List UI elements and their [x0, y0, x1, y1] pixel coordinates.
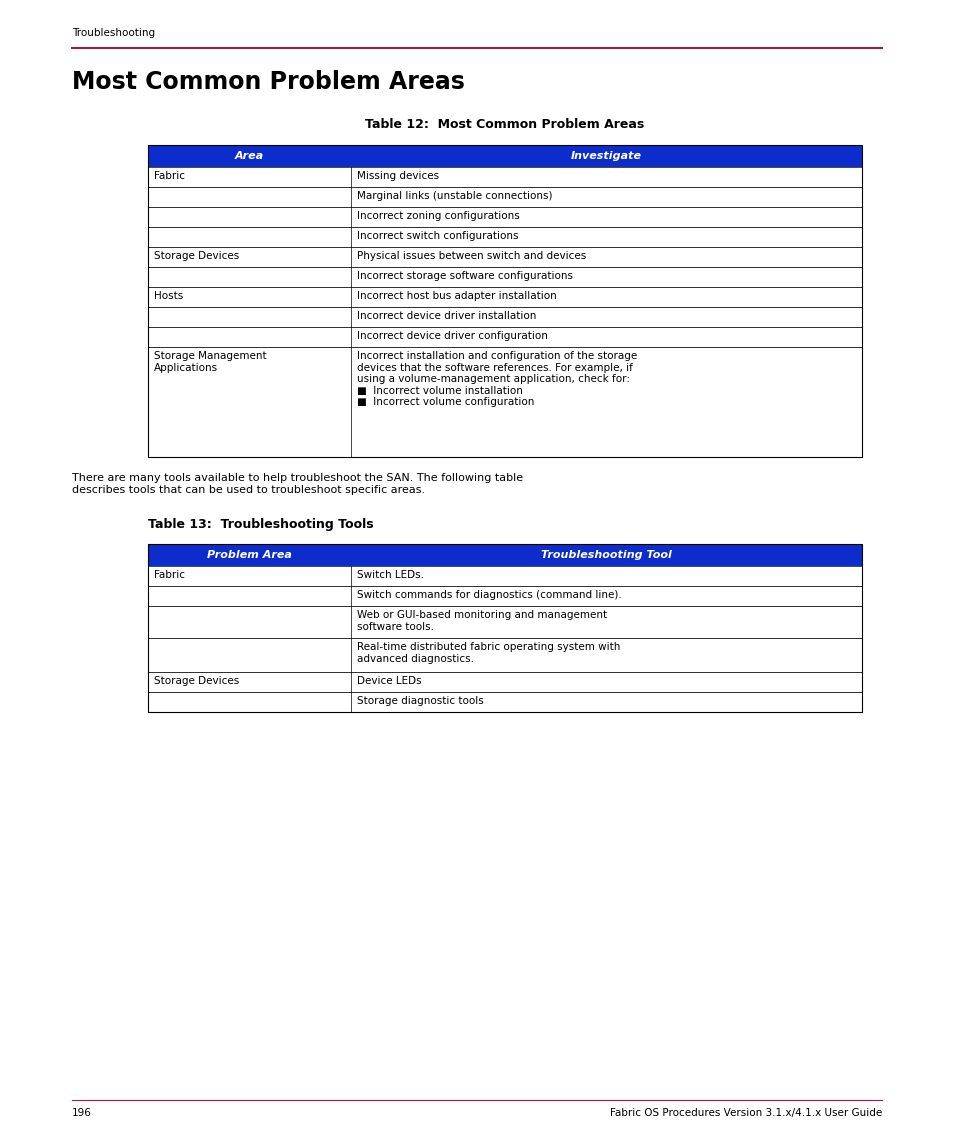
- Text: Device LEDs: Device LEDs: [357, 676, 421, 686]
- Text: Switch commands for diagnostics (command line).: Switch commands for diagnostics (command…: [357, 590, 621, 600]
- Bar: [148, 307, 862, 327]
- Bar: [148, 692, 862, 712]
- Text: Incorrect host bus adapter installation: Incorrect host bus adapter installation: [357, 291, 557, 301]
- Text: Fabric OS Procedures Version 3.1.x/4.1.x User Guide: Fabric OS Procedures Version 3.1.x/4.1.x…: [609, 1108, 882, 1118]
- Text: Investigate: Investigate: [571, 151, 641, 161]
- Bar: [148, 544, 862, 566]
- Text: Table 13:  Troubleshooting Tools: Table 13: Troubleshooting Tools: [148, 518, 374, 531]
- Text: 196: 196: [71, 1108, 91, 1118]
- Bar: [148, 544, 862, 712]
- Text: Fabric: Fabric: [153, 171, 185, 181]
- Text: Marginal links (unstable connections): Marginal links (unstable connections): [357, 191, 553, 202]
- Bar: [148, 187, 862, 207]
- Bar: [148, 167, 862, 187]
- Bar: [148, 672, 862, 692]
- Text: Most Common Problem Areas: Most Common Problem Areas: [71, 70, 464, 94]
- Text: Missing devices: Missing devices: [357, 171, 439, 181]
- Text: Storage Management
Applications: Storage Management Applications: [153, 352, 266, 372]
- Text: Problem Area: Problem Area: [207, 550, 292, 560]
- Text: Storage Devices: Storage Devices: [153, 676, 239, 686]
- Text: Incorrect device driver installation: Incorrect device driver installation: [357, 311, 537, 321]
- Text: Incorrect switch configurations: Incorrect switch configurations: [357, 231, 518, 240]
- Bar: [148, 267, 862, 287]
- Text: Area: Area: [235, 151, 264, 161]
- Text: Troubleshooting Tool: Troubleshooting Tool: [540, 550, 672, 560]
- Bar: [148, 145, 862, 167]
- Bar: [148, 586, 862, 606]
- Text: Troubleshooting: Troubleshooting: [71, 27, 155, 38]
- Text: Real-time distributed fabric operating system with
advanced diagnostics.: Real-time distributed fabric operating s…: [357, 642, 620, 664]
- Text: Physical issues between switch and devices: Physical issues between switch and devic…: [357, 251, 586, 261]
- Bar: [148, 606, 862, 638]
- Text: Incorrect zoning configurations: Incorrect zoning configurations: [357, 211, 519, 221]
- Bar: [148, 247, 862, 267]
- Bar: [148, 327, 862, 347]
- Text: Fabric: Fabric: [153, 570, 185, 581]
- Text: Hosts: Hosts: [153, 291, 183, 301]
- Bar: [148, 287, 862, 307]
- Bar: [148, 566, 862, 586]
- Text: Table 12:  Most Common Problem Areas: Table 12: Most Common Problem Areas: [365, 118, 644, 131]
- Text: Web or GUI-based monitoring and management
software tools.: Web or GUI-based monitoring and manageme…: [357, 610, 607, 632]
- Bar: [148, 207, 862, 227]
- Text: Storage diagnostic tools: Storage diagnostic tools: [357, 696, 484, 706]
- Text: Switch LEDs.: Switch LEDs.: [357, 570, 424, 581]
- Text: Incorrect storage software configurations: Incorrect storage software configuration…: [357, 271, 573, 281]
- Bar: [148, 145, 862, 457]
- Bar: [148, 347, 862, 457]
- Text: There are many tools available to help troubleshoot the SAN. The following table: There are many tools available to help t…: [71, 473, 522, 495]
- Bar: [148, 638, 862, 672]
- Bar: [148, 227, 862, 247]
- Text: Storage Devices: Storage Devices: [153, 251, 239, 261]
- Text: Incorrect device driver configuration: Incorrect device driver configuration: [357, 331, 548, 341]
- Text: Incorrect installation and configuration of the storage
devices that the softwar: Incorrect installation and configuration…: [357, 352, 637, 408]
